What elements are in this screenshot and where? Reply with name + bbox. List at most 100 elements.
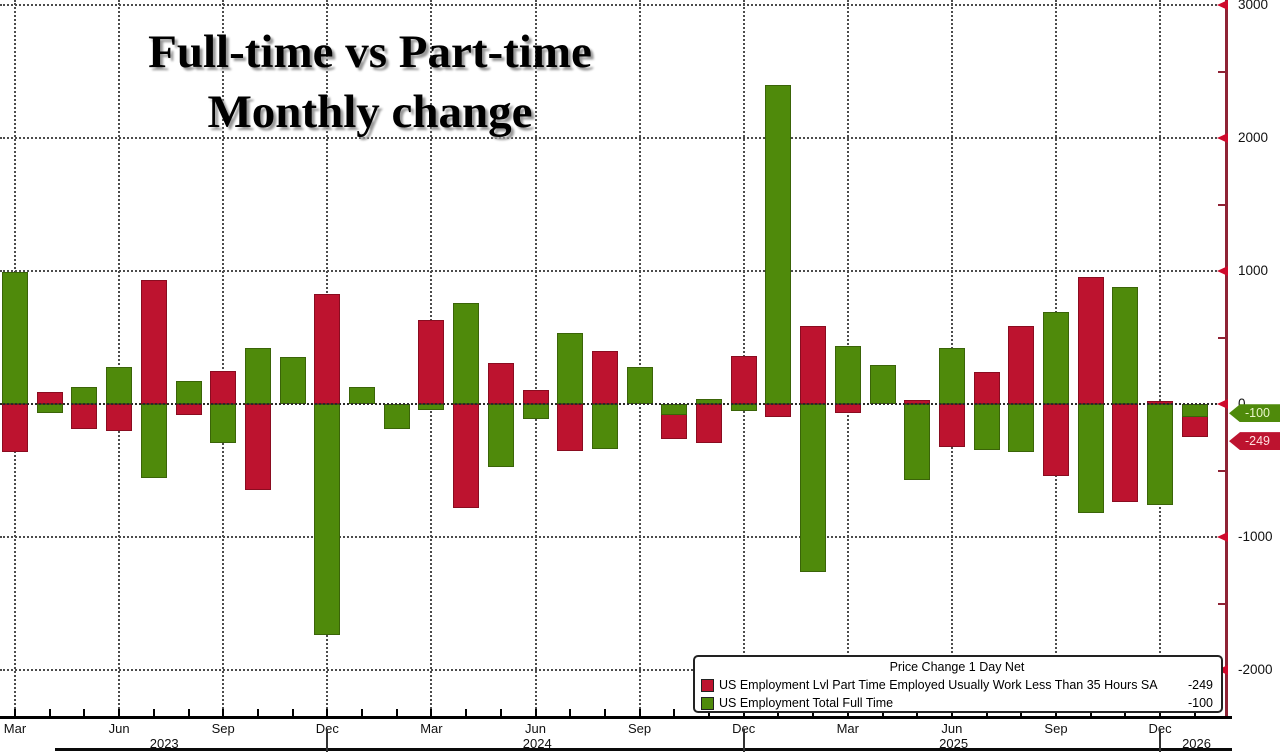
y-axis-tick-label: 1000 (1238, 263, 1269, 278)
legend-swatch-full-time-icon (701, 696, 714, 710)
x-axis-year-label: 2023 (149, 736, 179, 751)
x-axis-tick (256, 709, 259, 716)
bar-part-time (730, 356, 757, 404)
y-axis-minor-tick (1218, 70, 1226, 73)
bar-full-time (1181, 404, 1208, 418)
y-axis-line (1225, 0, 1228, 717)
x-axis-month-label: Sep (1044, 721, 1068, 736)
x-axis-month-label: Sep (211, 721, 235, 736)
x-axis-month-label: Sep (628, 721, 652, 736)
legend-label-part-time: US Employment Lvl Part Time Employed Usu… (719, 678, 1158, 692)
x-axis-year-boundary-line (1159, 729, 1162, 752)
x-axis-month-label: Dec (307, 721, 347, 736)
gridline-vertical (534, 0, 537, 717)
bar-full-time (869, 364, 896, 404)
chart-bottom-frame-line (55, 748, 1232, 751)
x-axis-tick (534, 709, 537, 716)
bar-part-time (71, 404, 98, 430)
x-axis-tick (326, 709, 329, 716)
x-axis-month-label: Mar (836, 721, 859, 736)
gridline-vertical (118, 0, 121, 717)
x-axis-year-boundary-line (742, 729, 745, 752)
bar-full-time (661, 404, 688, 416)
x-axis-month-label: Jun (941, 721, 963, 736)
last-value-badge: -100 (1229, 404, 1280, 423)
bar-part-time (696, 404, 722, 443)
bar-full-time (938, 348, 965, 404)
gridline-horizontal (0, 270, 1225, 272)
chart-title-line1: Full-time vs Part-time (148, 26, 592, 78)
bar-full-time (175, 380, 202, 404)
gridline-horizontal (0, 403, 1225, 405)
bar-part-time (244, 404, 271, 491)
x-axis-tick (638, 709, 641, 716)
gridline-horizontal (0, 536, 1225, 538)
bar-part-time (1112, 404, 1139, 502)
bar-full-time (140, 404, 167, 479)
bar-full-time (626, 366, 653, 404)
x-axis-tick (499, 709, 502, 716)
bar-part-time (800, 326, 827, 404)
gridline-horizontal (0, 669, 1225, 671)
bar-part-time (418, 320, 445, 404)
x-axis-month-label: Jun (525, 721, 546, 736)
y-axis-tick-label: 3000 (1238, 0, 1269, 12)
bar-full-time (453, 302, 480, 404)
x-axis-month-label: Dec (1140, 721, 1180, 736)
last-value-badge: -249 (1229, 432, 1280, 451)
bar-full-time (210, 404, 237, 443)
y-axis-minor-tick (1218, 336, 1226, 339)
gridline-vertical (222, 0, 225, 717)
x-axis-tick (291, 709, 294, 716)
x-axis-tick (603, 709, 606, 716)
x-axis-tick (395, 709, 398, 716)
y-axis-tick-label: 0 (1238, 396, 1246, 411)
x-axis-tick (118, 709, 121, 716)
bar-part-time (487, 363, 514, 404)
bar-part-time (591, 350, 618, 404)
bar-full-time (314, 404, 341, 636)
chart-title-line2: Monthly change (207, 86, 533, 138)
legend-swatch-part-time-icon (701, 678, 714, 692)
legend-value-part-time: -249 (1187, 678, 1213, 692)
bar-part-time (1008, 326, 1035, 404)
bar-full-time (904, 404, 931, 480)
gridline-horizontal (0, 137, 1225, 139)
bar-full-time (800, 404, 827, 573)
y-axis-arrow-icon (1217, 399, 1228, 409)
bar-full-time (1112, 286, 1139, 404)
bar-full-time (244, 348, 271, 404)
x-axis-tick (222, 709, 225, 716)
x-axis-tick (673, 709, 676, 716)
bar-full-time (834, 346, 861, 404)
x-axis-tick (83, 709, 86, 716)
x-axis-tick (48, 709, 51, 716)
bar-full-time (522, 404, 549, 420)
bar-full-time (71, 387, 98, 404)
y-axis-minor-tick (1218, 203, 1226, 206)
y-axis-tick-label: 2000 (1238, 130, 1269, 145)
bar-part-time (938, 404, 965, 447)
bar-part-time (314, 294, 341, 404)
x-axis-tick (430, 709, 433, 716)
legend-value-full-time: -100 (1187, 696, 1213, 710)
x-axis-line (0, 716, 1232, 719)
x-axis-year-label: 2024 (522, 736, 552, 751)
bar-part-time (2, 404, 28, 452)
bar-full-time (1077, 404, 1104, 514)
bar-full-time (730, 404, 757, 412)
bar-part-time (522, 390, 549, 404)
bar-full-time (349, 386, 375, 404)
y-axis-minor-tick (1218, 469, 1226, 472)
bar-full-time (591, 404, 618, 450)
x-axis-month-label: Jun (108, 721, 130, 736)
x-axis-tick (465, 709, 468, 716)
x-axis-year-boundary-line (326, 729, 329, 752)
gridline-horizontal (0, 4, 1225, 6)
x-axis-tick (569, 709, 572, 716)
bar-full-time (765, 84, 792, 404)
x-axis-month-label: Mar (3, 721, 27, 736)
x-axis-tick (187, 709, 190, 716)
y-axis-arrow-icon (1217, 266, 1228, 276)
